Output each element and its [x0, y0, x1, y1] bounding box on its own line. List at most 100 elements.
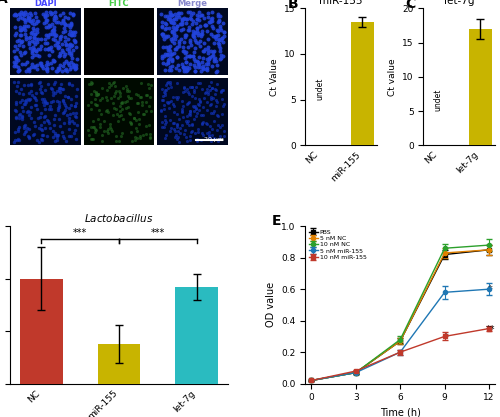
Point [12, 12, 20, 18]
Point [51, 13, 59, 20]
Point [178, 20, 186, 27]
Point [194, 63, 202, 70]
Point [184, 100, 192, 106]
Point [18, 15, 25, 21]
Point [116, 88, 124, 94]
Point [68, 41, 76, 48]
Point [181, 127, 189, 133]
Point [94, 90, 102, 97]
Point [110, 105, 118, 112]
Point [168, 28, 176, 35]
Point [44, 23, 52, 30]
Point [44, 33, 52, 40]
Point [135, 116, 143, 122]
Point [212, 34, 220, 40]
Point [34, 39, 42, 46]
Point [173, 53, 181, 60]
Point [14, 136, 22, 142]
Point [41, 86, 49, 93]
Point [40, 114, 48, 121]
Point [176, 130, 184, 137]
Point [164, 56, 172, 63]
Point [204, 89, 212, 95]
Point [196, 13, 203, 20]
Point [31, 63, 39, 69]
Point [32, 48, 40, 54]
Point [36, 35, 44, 42]
Point [116, 108, 124, 114]
Point [24, 23, 32, 30]
Point [162, 132, 170, 138]
Point [116, 90, 124, 97]
Point [45, 52, 53, 58]
Point [164, 78, 172, 85]
Point [132, 117, 140, 124]
Point [66, 65, 74, 72]
Point [10, 48, 18, 54]
Point [72, 38, 80, 45]
Point [158, 30, 166, 37]
Point [182, 68, 190, 74]
Point [32, 36, 40, 43]
Point [30, 30, 38, 37]
Point [194, 126, 202, 132]
Point [196, 54, 203, 60]
Point [11, 128, 19, 135]
Point [192, 105, 200, 111]
Point [37, 82, 45, 89]
Point [18, 114, 26, 121]
Point [106, 84, 114, 91]
Point [12, 100, 20, 107]
Point [28, 38, 36, 44]
Point [16, 49, 24, 55]
Point [62, 42, 70, 49]
Point [163, 51, 171, 58]
Point [21, 61, 29, 68]
Point [186, 52, 194, 59]
Point [184, 91, 192, 98]
Point [18, 90, 26, 97]
Point [124, 95, 132, 101]
Point [24, 67, 32, 74]
Point [208, 126, 216, 132]
Point [30, 31, 38, 38]
Point [186, 108, 194, 115]
Point [64, 120, 72, 127]
Point [178, 98, 186, 104]
Point [60, 60, 68, 67]
Point [164, 58, 172, 65]
Point [170, 94, 177, 100]
Point [100, 117, 108, 124]
Point [198, 118, 206, 125]
Point [179, 63, 187, 70]
Point [190, 45, 198, 51]
Y-axis label: FITC-miR-155: FITC-miR-155 [1, 89, 7, 135]
Point [157, 11, 165, 18]
Point [68, 81, 76, 88]
Point [102, 127, 110, 134]
Point [146, 108, 154, 115]
Point [176, 125, 184, 131]
Point [166, 117, 174, 123]
Point [205, 83, 213, 90]
Point [184, 64, 192, 71]
Point [58, 48, 66, 55]
Title: let-7g: let-7g [444, 0, 474, 6]
Point [50, 30, 58, 36]
Point [118, 116, 126, 123]
Point [50, 58, 58, 65]
Point [28, 64, 36, 70]
Point [68, 43, 76, 49]
Point [68, 117, 76, 124]
Point [192, 39, 200, 45]
Point [46, 46, 54, 53]
Point [172, 33, 180, 40]
Point [20, 16, 28, 23]
Point [25, 40, 33, 47]
Point [22, 23, 30, 29]
Point [132, 136, 140, 143]
Point [72, 56, 80, 63]
Point [160, 33, 168, 40]
Point [27, 81, 35, 88]
Point [36, 45, 44, 52]
